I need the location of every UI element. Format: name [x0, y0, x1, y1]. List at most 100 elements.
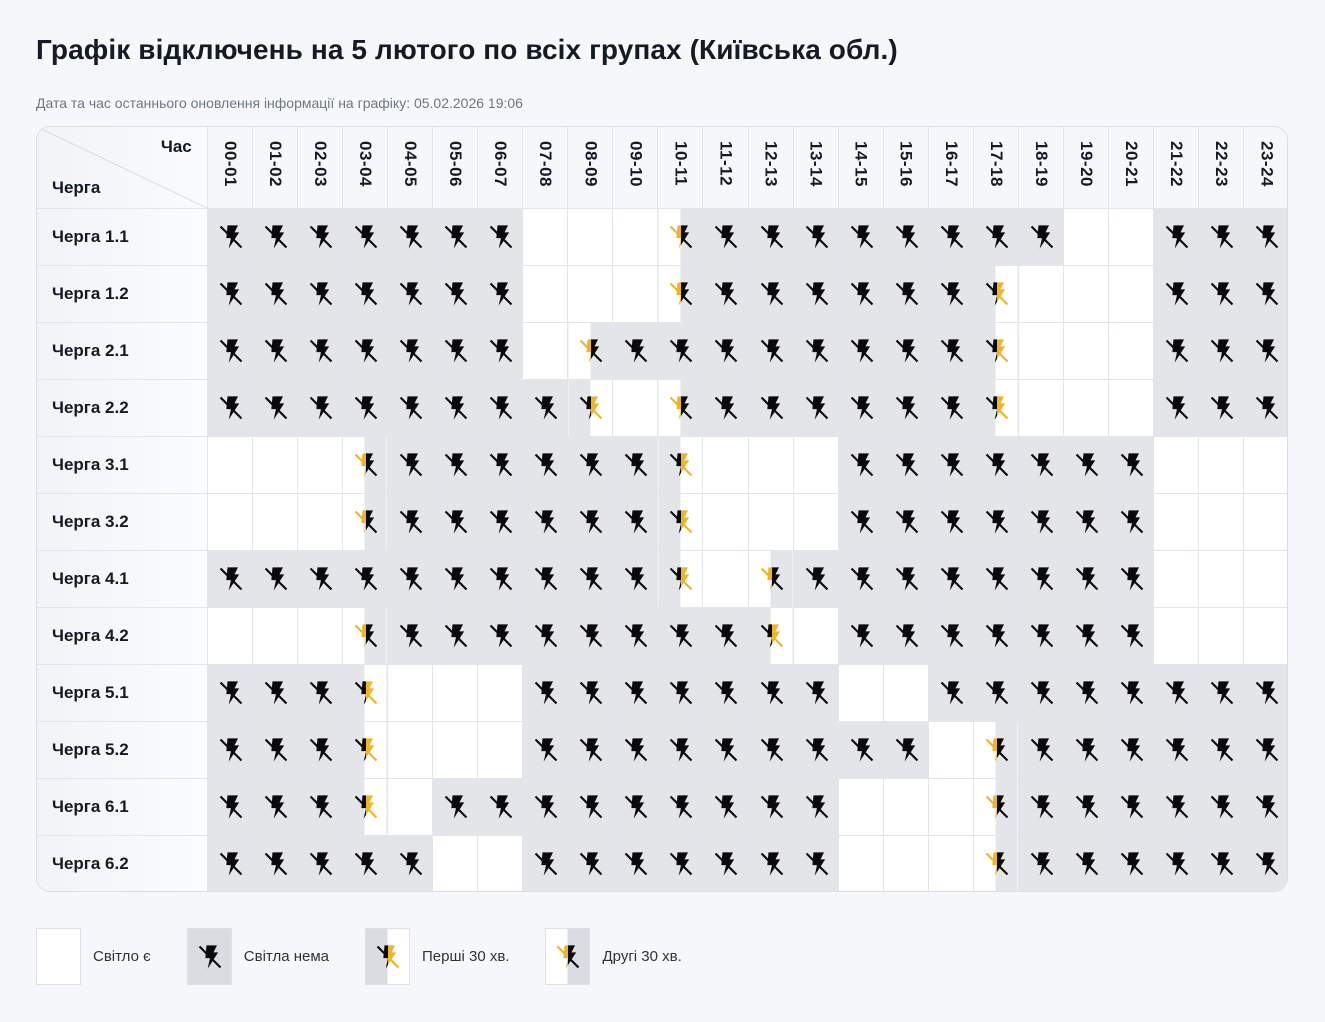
no-power-cell — [1017, 834, 1064, 891]
queue-label: Черга 6.1 — [37, 777, 208, 836]
no-power-cell — [522, 492, 569, 551]
queue-row: Черга 1.1 — [37, 207, 1287, 266]
power-on-cell — [612, 207, 659, 266]
no-power-bolt-icon — [850, 338, 873, 363]
no-power-bolt-icon — [760, 794, 783, 819]
no-power-bolt-icon — [985, 281, 1009, 306]
power-on-cell — [1062, 264, 1110, 323]
no-power-cell — [477, 435, 524, 494]
no-power-bolt-icon — [219, 566, 243, 591]
no-power-cell — [837, 549, 884, 608]
no-power-cell — [387, 549, 434, 608]
power-on-cell — [1153, 492, 1200, 551]
no-power-bolt-icon — [940, 680, 964, 705]
no-power-cell — [657, 777, 704, 836]
no-power-bolt-icon — [534, 623, 558, 648]
no-power-cell — [882, 435, 929, 494]
no-power-cell — [341, 207, 389, 266]
no-power-cell — [837, 207, 884, 266]
no-power-cell — [477, 378, 524, 437]
power-on-cell — [387, 720, 434, 779]
hour-label: 07-08 — [536, 141, 556, 187]
no-power-bolt-icon — [895, 338, 918, 363]
no-power-bolt-icon — [354, 851, 378, 876]
no-power-bolt-icon — [940, 224, 964, 249]
no-power-bolt-icon — [557, 945, 580, 969]
no-power-cell — [747, 378, 794, 437]
hour-column-header: 11-12 — [702, 127, 749, 209]
no-power-bolt-icon — [534, 737, 558, 762]
no-power-cell — [837, 321, 884, 380]
no-power-bolt-icon — [444, 794, 468, 819]
no-power-bolt-icon — [895, 452, 918, 477]
no-power-bolt-icon — [670, 623, 693, 648]
no-power-bolt-icon — [1075, 851, 1099, 876]
first-half-off-cell — [657, 549, 704, 608]
no-power-bolt-icon — [354, 566, 378, 591]
no-power-bolt-icon — [219, 281, 243, 306]
hour-label: 04-05 — [401, 141, 421, 187]
no-power-cell — [972, 663, 1019, 722]
no-power-cell — [296, 549, 343, 608]
power-on-cell — [1017, 321, 1064, 380]
no-power-cell — [792, 549, 839, 608]
no-power-cell — [702, 264, 749, 323]
no-power-cell — [341, 549, 389, 608]
no-power-cell — [702, 378, 749, 437]
no-power-bolt-icon — [219, 737, 243, 762]
no-power-cell — [432, 492, 479, 551]
no-power-bolt-icon — [309, 338, 333, 363]
power-on-cell — [477, 663, 524, 722]
no-power-cell — [1243, 321, 1287, 380]
no-power-bolt-icon — [399, 566, 423, 591]
no-power-cell — [1153, 378, 1200, 437]
hour-column-header: 07-08 — [522, 127, 569, 209]
no-power-cell — [927, 663, 974, 722]
no-power-bolt-icon — [444, 281, 468, 306]
queue-label: Черга 1.1 — [37, 207, 208, 266]
no-power-cell — [837, 378, 884, 437]
no-power-bolt-icon — [1120, 452, 1144, 477]
no-power-bolt-icon — [940, 338, 964, 363]
no-power-bolt-icon — [1030, 452, 1054, 477]
legend-swatch — [186, 928, 232, 985]
no-power-bolt-icon — [850, 737, 873, 762]
no-power-cell — [206, 321, 253, 380]
first-half-off-cell — [341, 663, 389, 722]
queue-label: Черга 3.1 — [37, 435, 208, 494]
hour-label: 06-07 — [491, 141, 511, 187]
no-power-cell — [1198, 834, 1245, 891]
power-on-cell — [387, 777, 434, 836]
no-power-cell — [522, 777, 569, 836]
power-on-cell — [567, 264, 614, 323]
hour-column-header: 23-24 — [1243, 127, 1287, 209]
power-on-cell — [1108, 264, 1155, 323]
no-power-bolt-icon — [670, 566, 693, 591]
no-power-cell — [1243, 378, 1287, 437]
no-power-bolt-icon — [985, 338, 1009, 363]
first-half-off-cell — [657, 492, 704, 551]
no-power-bolt-icon — [670, 224, 693, 249]
power-on-cell — [837, 834, 884, 891]
power-on-cell — [1017, 264, 1064, 323]
no-power-bolt-icon — [580, 851, 603, 876]
power-on-cell — [1243, 549, 1287, 608]
no-power-cell — [432, 549, 479, 608]
no-power-cell — [567, 492, 614, 551]
no-power-cell — [1243, 834, 1287, 891]
outage-schedule-table: Час Черга 00-01 01-02 02-03 03-04 04-05 05-06… — [36, 126, 1288, 892]
no-power-bolt-icon — [940, 623, 964, 648]
no-power-bolt-icon — [670, 281, 693, 306]
no-power-cell — [1243, 264, 1287, 323]
no-power-bolt-icon — [354, 395, 378, 420]
no-power-bolt-icon — [264, 281, 288, 306]
no-power-bolt-icon — [895, 623, 918, 648]
power-on-cell — [702, 435, 749, 494]
no-power-bolt-icon — [1165, 224, 1189, 249]
no-power-cell — [1017, 777, 1064, 836]
no-power-bolt-icon — [670, 794, 693, 819]
no-power-cell — [612, 777, 659, 836]
queue-row: Черга 2.1 — [37, 321, 1287, 380]
no-power-cell — [792, 777, 839, 836]
hour-label: 23-24 — [1257, 141, 1277, 187]
